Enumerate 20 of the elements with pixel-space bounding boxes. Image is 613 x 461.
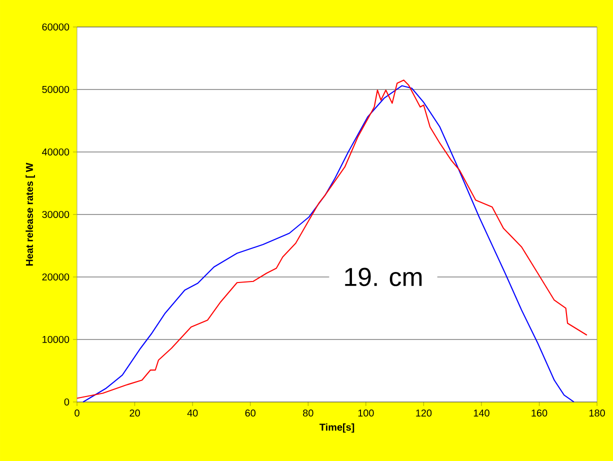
y-tick-label: 50000 — [42, 86, 70, 94]
x-tick-label: 40 — [187, 410, 198, 417]
x-tick-label: 20 — [130, 410, 140, 417]
x-tick-label: 140 — [474, 410, 490, 417]
annotation: 19. cm — [345, 268, 422, 286]
x-tick-label: 60 — [245, 410, 256, 417]
y-tick-label: 30000 — [42, 210, 70, 218]
x-tick-label: 120 — [416, 410, 432, 417]
x-tick-label: 180 — [589, 410, 605, 417]
y-tick-label: 40000 — [42, 148, 70, 156]
x-tick-label: 0 — [74, 410, 80, 417]
y-axis-title: Heat release rates [ W — [26, 162, 35, 266]
y-tick-label: 20000 — [42, 273, 70, 281]
x-axis-title: Time[s] — [319, 423, 354, 433]
y-tick-label: 0 — [64, 398, 70, 406]
y-tick-label: 60000 — [42, 23, 70, 31]
x-tick-label: 80 — [303, 410, 314, 417]
x-tick-label: 160 — [532, 410, 548, 417]
x-tick-label: 100 — [358, 410, 374, 417]
y-tick-label: 10000 — [42, 336, 70, 344]
